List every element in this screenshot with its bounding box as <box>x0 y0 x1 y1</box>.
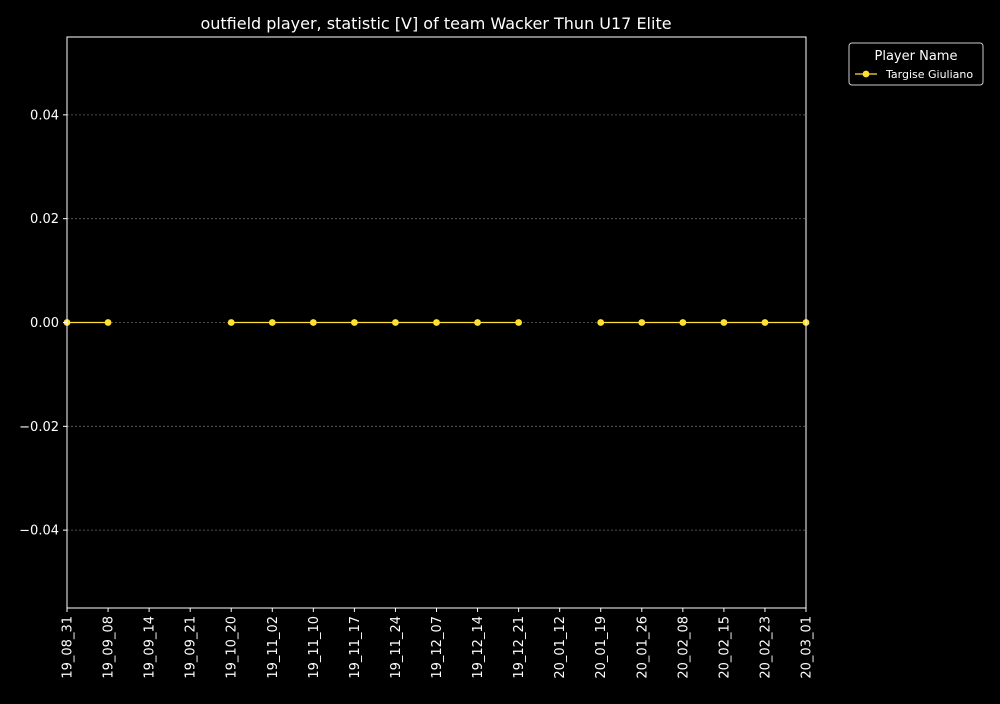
data-point <box>474 319 481 326</box>
legend-box <box>848 42 984 86</box>
x-tick-label: 19_12_14 <box>471 616 486 679</box>
y-tick-label: −0.04 <box>19 524 59 539</box>
x-tick-label: 20_01_19 <box>594 616 609 679</box>
x-tick-label: 19_09_14 <box>143 616 158 679</box>
y-tick-label: 0.04 <box>30 108 59 123</box>
x-tick-label: 20_03_01 <box>800 616 815 679</box>
x-axis-ticks: 19_08_31 19_09_08 19_09_14 19_09_21 19_10_20… <box>61 608 815 679</box>
y-tick-label: 0.02 <box>30 212 59 227</box>
x-tick-label: 19_08_31 <box>61 616 76 679</box>
y-axis-ticks: −0.04 −0.02 0.00 0.02 0.04 <box>19 108 67 539</box>
x-tick-label: 19_09_21 <box>184 616 199 679</box>
legend-label: Targise Giuliano <box>885 68 973 81</box>
data-point <box>433 319 440 326</box>
x-tick-label: 19_11_02 <box>266 616 281 679</box>
x-tick-label: 20_02_08 <box>676 616 691 679</box>
x-tick-label: 19_12_07 <box>430 616 445 679</box>
x-tick-label: 19_10_20 <box>225 616 240 679</box>
legend-marker <box>862 70 870 78</box>
data-point <box>638 319 646 326</box>
data-point <box>761 319 769 326</box>
x-tick-label: 19_12_21 <box>512 616 527 679</box>
data-point <box>104 319 112 326</box>
data-point <box>227 319 235 326</box>
chart-title: outfield player, statistic [V] of team W… <box>200 14 671 33</box>
x-tick-label: 19_11_10 <box>307 616 322 679</box>
data-point <box>309 319 317 326</box>
x-tick-label: 20_02_23 <box>758 616 773 679</box>
y-tick-label: 0.00 <box>30 316 59 331</box>
legend: Player Name Targise Giuliano <box>848 42 984 86</box>
x-tick-label: 19_09_08 <box>102 616 117 679</box>
data-point <box>392 319 399 326</box>
legend-title: Player Name <box>875 49 958 64</box>
x-tick-label: 19_11_17 <box>348 616 363 679</box>
x-tick-label: 20_01_26 <box>635 616 650 679</box>
data-point <box>268 319 276 326</box>
x-tick-label: 19_11_24 <box>389 616 404 679</box>
x-tick-label: 20_02_15 <box>717 616 732 679</box>
data-point <box>350 319 358 326</box>
data-point <box>515 319 523 326</box>
data-point <box>679 319 687 326</box>
data-point <box>597 319 605 326</box>
y-tick-label: −0.02 <box>19 420 59 435</box>
series-points <box>63 319 810 326</box>
data-point <box>720 319 728 326</box>
x-tick-label: 20_01_12 <box>553 616 568 679</box>
